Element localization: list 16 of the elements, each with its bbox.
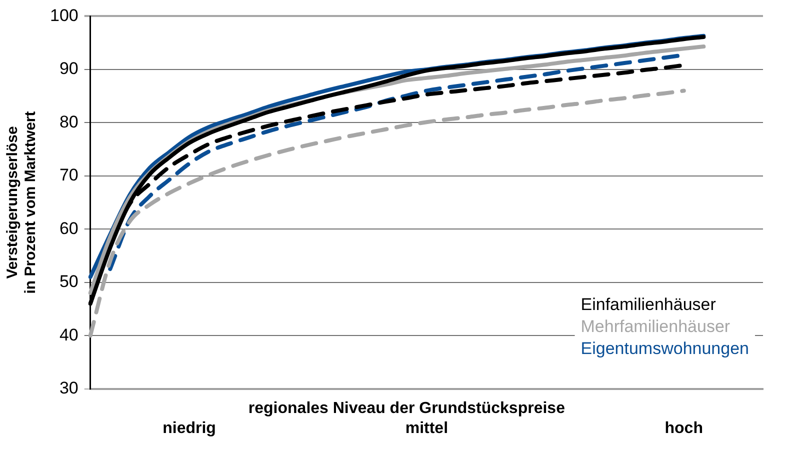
- y-tick-label: 30: [59, 378, 78, 398]
- y-axis-title: Versteigerungserlöse in Prozent vom Marktwert: [4, 111, 40, 294]
- y-tick-label: 60: [59, 218, 78, 238]
- text: Einfamilienhäuser: [580, 294, 716, 314]
- text: Eigentumswohnungen: [580, 338, 749, 358]
- x-axis-title: regionales Niveau der Grundstückspreise: [248, 400, 566, 418]
- text: Mehrfamilienhäuser: [580, 316, 730, 336]
- x-tick-label: hoch: [664, 420, 703, 437]
- y-tick-label: 40: [59, 325, 78, 344]
- y-tick-label: 80: [59, 112, 78, 132]
- x-tick-label: mittel: [405, 420, 448, 437]
- y-tick-label: 90: [59, 59, 78, 78]
- x-tick-label: niedrig: [162, 420, 216, 437]
- y-tick-label: 50: [59, 272, 78, 292]
- y-tick-label: 70: [59, 166, 78, 185]
- y-tick-label: 100: [50, 6, 78, 25]
